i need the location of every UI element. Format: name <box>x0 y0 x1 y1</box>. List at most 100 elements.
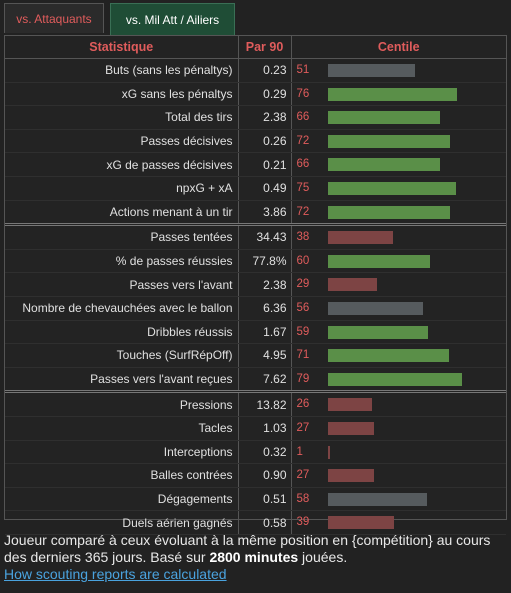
table-row: Passes vers l'avant reçues 7.62 79 <box>5 367 506 393</box>
percentile-cell: 58 <box>291 487 506 512</box>
percentile-bar <box>327 492 427 506</box>
stat-label: Tacles <box>5 416 239 441</box>
table-row: Dribbles réussis 1.67 59 <box>5 320 506 345</box>
percentile-value: 27 <box>296 469 310 482</box>
table-row: Duels aérien gagnés 0.58 39 <box>5 510 506 535</box>
percentile-cell: 71 <box>291 343 506 368</box>
percentile-bar <box>327 134 450 148</box>
percentile-cell: 66 <box>291 105 506 130</box>
footer-text-before: Joueur comparé à ceux évoluant à la même… <box>4 532 491 565</box>
percentile-bar <box>327 231 393 245</box>
per90-value: 77.8% <box>238 249 292 274</box>
stat-label: Buts (sans les pénaltys) <box>5 58 239 83</box>
percentile-bar <box>327 372 462 386</box>
stat-label: Actions menant à un tir <box>5 200 239 226</box>
stat-label: Passes vers l'avant reçues <box>5 367 239 393</box>
percentile-cell: 1 <box>291 440 506 465</box>
stat-label: Dégagements <box>5 487 239 512</box>
percentile-cell: 76 <box>291 82 506 107</box>
percentile-value: 38 <box>296 231 310 244</box>
percentile-bar <box>327 278 377 292</box>
table-row: Interceptions 0.32 1 <box>5 440 506 465</box>
per90-value: 0.21 <box>238 152 292 177</box>
per90-value: 0.23 <box>238 58 292 83</box>
table-row: Pressions 13.82 26 <box>5 390 506 417</box>
percentile-cell: 66 <box>291 152 506 177</box>
percentile-value: 79 <box>296 372 310 385</box>
percentile-value: 72 <box>296 205 310 218</box>
percentile-value: 60 <box>296 254 310 267</box>
footer-note: Joueur comparé à ceux évoluant à la même… <box>4 532 507 583</box>
percentile-bar <box>327 158 440 172</box>
table-row: Passes tentées 34.43 38 <box>5 223 506 250</box>
percentile-bar <box>327 469 374 483</box>
per90-value: 13.82 <box>238 390 292 417</box>
percentile-value: 76 <box>296 87 310 100</box>
table-row: npxG + xA 0.49 75 <box>5 176 506 201</box>
per90-value: 2.38 <box>238 105 292 130</box>
percentile-cell: 51 <box>291 58 506 83</box>
tab-vs-attaquants[interactable]: vs. Attaquants <box>4 3 104 33</box>
percentile-bar <box>327 205 450 219</box>
percentile-cell: 79 <box>291 367 506 393</box>
percentile-bar <box>327 254 430 268</box>
per90-value: 6.36 <box>238 296 292 321</box>
percentile-bar <box>327 64 415 77</box>
stat-label: Passes décisives <box>5 129 239 154</box>
percentile-cell: 27 <box>291 463 506 488</box>
stat-label: Duels aérien gagnés <box>5 510 239 535</box>
stat-label: % de passes réussies <box>5 249 239 274</box>
percentile-cell: 72 <box>291 129 506 154</box>
per90-value: 2.38 <box>238 272 292 297</box>
per90-value: 4.95 <box>238 343 292 368</box>
table-row: % de passes réussies 77.8% 60 <box>5 249 506 274</box>
percentile-bar <box>327 111 440 125</box>
percentile-bar <box>327 325 428 339</box>
percentile-bar <box>327 349 449 363</box>
table-row: Balles contrées 0.90 27 <box>5 463 506 488</box>
stat-label: Passes tentées <box>5 223 239 250</box>
scouting-reports-link[interactable]: How scouting reports are calculated <box>4 566 227 582</box>
table-row: Total des tirs 2.38 66 <box>5 105 506 130</box>
table-row: Tacles 1.03 27 <box>5 416 506 441</box>
table-row: Actions menant à un tir 3.86 72 <box>5 200 506 226</box>
percentile-bar <box>327 301 423 315</box>
percentile-value: 39 <box>296 516 310 529</box>
stats-table: Statistique Par 90 Centile Buts (sans le… <box>5 36 506 535</box>
table-row: Nombre de chevauchées avec le ballon 6.36… <box>5 296 506 321</box>
percentile-value: 71 <box>296 349 310 362</box>
percentile-bar <box>327 87 457 101</box>
stat-label: Balles contrées <box>5 463 239 488</box>
scouting-report-table: Statistique Par 90 Centile Buts (sans le… <box>4 35 507 535</box>
percentile-cell: 75 <box>291 176 506 201</box>
table-row: Passes vers l'avant 2.38 29 <box>5 272 506 297</box>
stat-label: Interceptions <box>5 440 239 465</box>
stat-label: xG de passes décisives <box>5 152 239 177</box>
percentile-value: 56 <box>296 301 310 314</box>
table-row: xG sans les pénaltys 0.29 76 <box>5 82 506 107</box>
percentile-cell: 59 <box>291 320 506 345</box>
percentile-bar <box>327 445 330 459</box>
table-row: xG de passes décisives 0.21 66 <box>5 152 506 177</box>
percentile-bar <box>327 421 374 435</box>
per90-value: 3.86 <box>238 200 292 226</box>
stat-label: Passes vers l'avant <box>5 272 239 297</box>
percentile-cell: 26 <box>291 390 506 417</box>
tab-vs-ailiers[interactable]: vs. Mil Att / Ailiers <box>110 3 235 36</box>
table-row: Touches (SurfRépOff) 4.95 71 <box>5 343 506 368</box>
percentile-cell: 39 <box>291 510 506 535</box>
stat-label: Touches (SurfRépOff) <box>5 343 239 368</box>
column-header-statistique[interactable]: Statistique <box>5 36 239 59</box>
per90-value: 0.58 <box>238 510 292 535</box>
per90-value: 1.67 <box>238 320 292 345</box>
per90-value: 1.03 <box>238 416 292 441</box>
column-header-centile[interactable]: Centile <box>291 36 506 59</box>
stat-label: npxG + xA <box>5 176 239 201</box>
percentile-bar <box>327 181 456 195</box>
table-row: Passes décisives 0.26 72 <box>5 129 506 154</box>
percentile-value: 72 <box>296 134 310 147</box>
column-header-par90[interactable]: Par 90 <box>238 36 292 59</box>
percentile-value: 27 <box>296 421 310 434</box>
percentile-cell: 27 <box>291 416 506 441</box>
per90-value: 0.32 <box>238 440 292 465</box>
